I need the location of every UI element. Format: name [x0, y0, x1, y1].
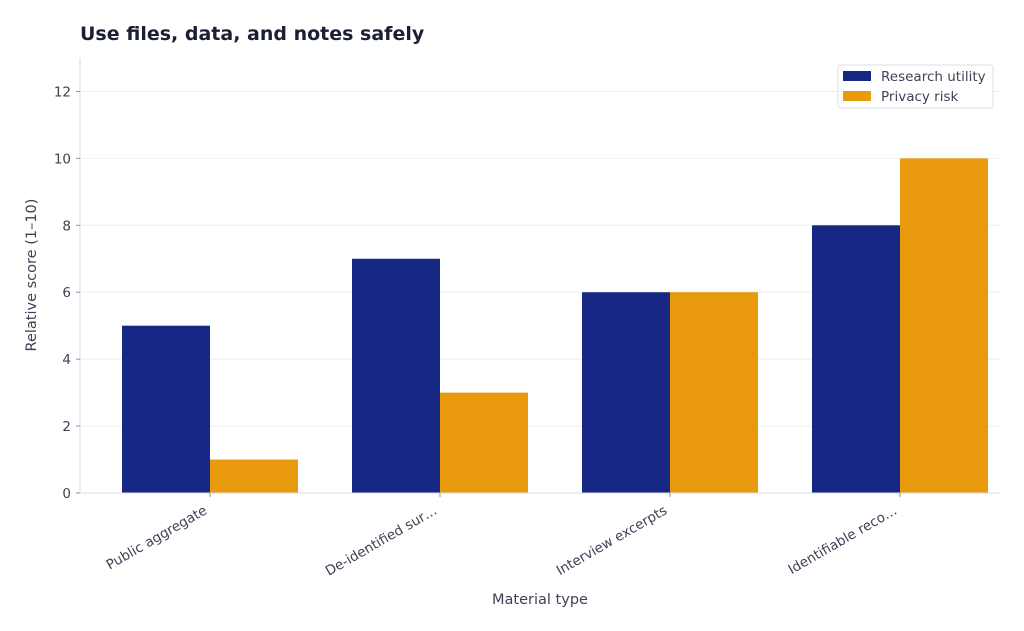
- bar-research-utility-public-aggregate: [122, 325, 210, 493]
- bar-research-utility-identifiable-reco: [812, 225, 900, 494]
- y-tick-label: 0: [62, 486, 71, 502]
- legend-frame: [837, 64, 994, 109]
- y-axis-label: Relative score (1–10): [24, 199, 40, 352]
- legend-swatch-research-utility: [843, 71, 871, 81]
- y-tick-label: 2: [62, 419, 71, 435]
- bar-privacy-risk-identifiable-reco: [900, 158, 988, 493]
- legend-label-research-utility: Research utility: [881, 69, 986, 85]
- y-tick-label: 6: [62, 285, 71, 301]
- y-tick-label: 4: [62, 352, 71, 368]
- y-tick-label: 10: [54, 151, 71, 167]
- bar-privacy-risk-interview-excerpts: [670, 292, 758, 493]
- x-tick-label: Identifiable reco…: [786, 503, 900, 578]
- legend-label-privacy-risk: Privacy risk: [881, 89, 959, 105]
- x-tick-label: De-identified sur…: [323, 503, 440, 580]
- bar-privacy-risk-public-aggregate: [210, 459, 298, 493]
- legend: Research utility Privacy risk: [837, 64, 994, 109]
- bar-research-utility-de-identified-sur: [352, 258, 440, 493]
- bar-research-utility-interview-excerpts: [582, 292, 670, 493]
- bar-privacy-risk-de-identified-sur: [440, 392, 528, 493]
- y-tick-label: 8: [62, 218, 71, 234]
- x-tick-label: Public aggregate: [104, 503, 210, 574]
- x-axis-label: Material type: [492, 592, 588, 608]
- y-tick-label: 12: [54, 84, 71, 100]
- x-axis-ticks: Public aggregate De-identified sur… Interv…: [104, 493, 901, 580]
- chart-title: Use files, data, and notes safely: [80, 23, 425, 45]
- x-tick-label: Interview excerpts: [554, 503, 670, 579]
- bars: [122, 158, 988, 494]
- legend-swatch-privacy-risk: [843, 91, 871, 101]
- y-axis-ticks: 0 2 4 6 8 10 12: [54, 84, 80, 502]
